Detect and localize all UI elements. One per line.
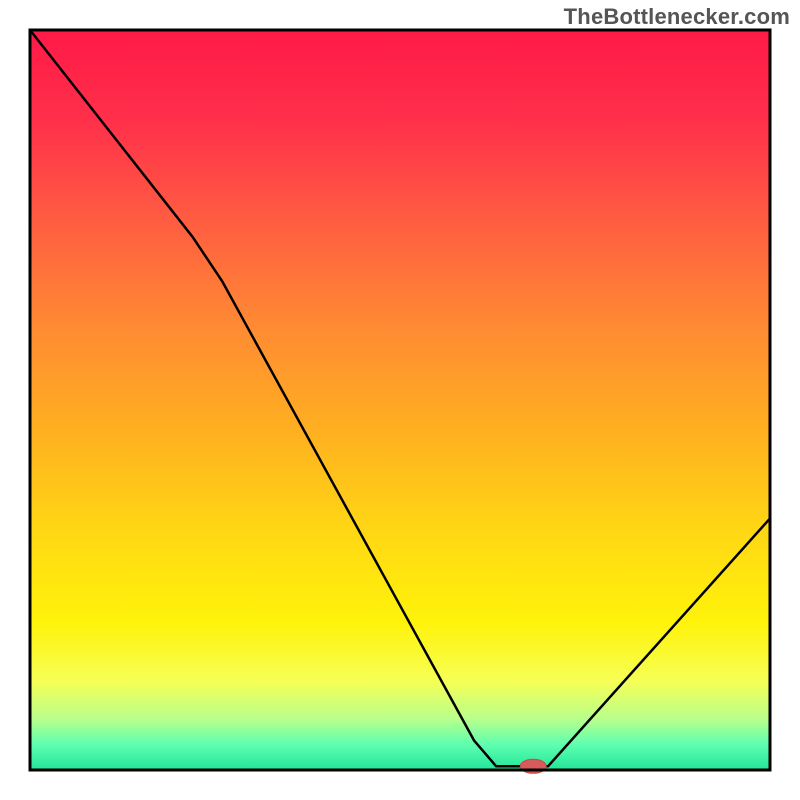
plot-background [30,30,770,770]
watermark-label: TheBottlenecker.com [564,4,790,30]
chart-container: TheBottlenecker.com [0,0,800,800]
bottleneck-chart [0,0,800,800]
